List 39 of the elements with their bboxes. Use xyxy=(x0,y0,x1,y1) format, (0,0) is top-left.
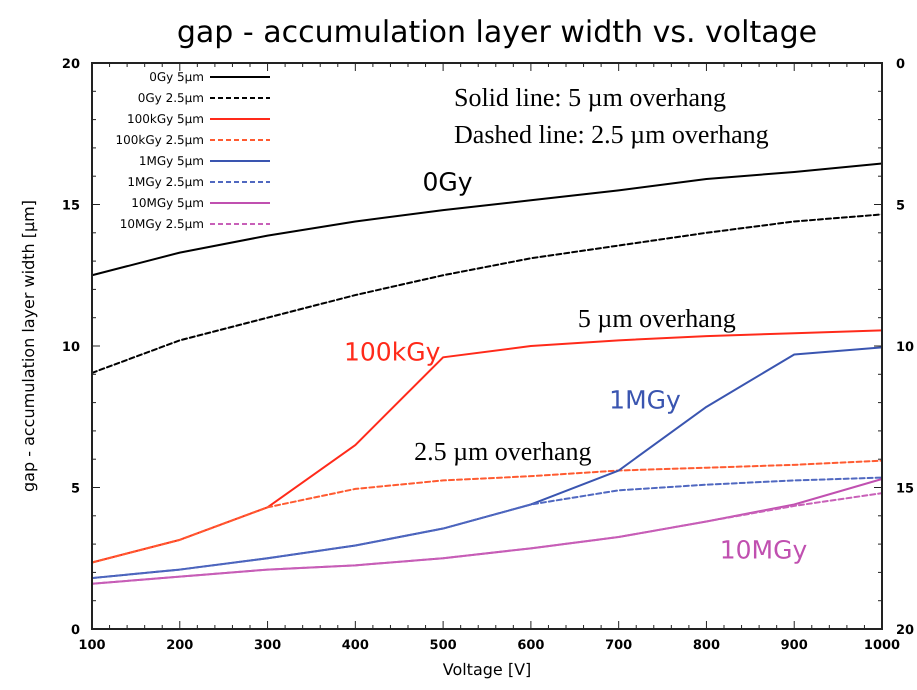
y2-tick-label: 10 xyxy=(896,340,914,355)
x-tick-label: 700 xyxy=(605,638,632,653)
x-axis-title: Voltage [V] xyxy=(442,660,532,679)
y2-tick-label: 20 xyxy=(896,623,914,638)
y2-tick-label: 5 xyxy=(896,198,906,214)
x-tick-label: 900 xyxy=(780,638,808,653)
x-tick-label: 500 xyxy=(430,638,457,653)
chart-title: gap - accumulation layer width vs. voltage xyxy=(176,15,818,50)
legend-label: 1MGy 2.5µm xyxy=(127,175,204,189)
annotation: Dashed line: 2.5 µm overhang xyxy=(454,120,769,149)
legend-label: 10MGy 2.5µm xyxy=(120,217,204,231)
x-tick-label: 400 xyxy=(342,638,369,653)
legend-label: 10MGy 5µm xyxy=(131,196,204,210)
annotation: 100kGy xyxy=(344,337,441,366)
y-tick-label: 15 xyxy=(62,198,80,214)
y-tick-label: 20 xyxy=(62,57,80,72)
annotation: 2.5 µm overhang xyxy=(414,436,592,466)
y-axis-title: gap - accumulation layer width [µm] xyxy=(19,200,38,492)
annotation: 10MGy xyxy=(720,536,808,565)
legend-label: 0Gy 5µm xyxy=(149,70,204,84)
x-tick-label: 800 xyxy=(692,638,720,653)
annotation: 0Gy xyxy=(422,168,473,197)
x-tick-label: 1000 xyxy=(864,638,900,653)
annotation: 1MGy xyxy=(609,386,682,415)
x-tick-label: 100 xyxy=(78,638,106,653)
x-tick-label: 300 xyxy=(254,638,282,653)
y-tick-label: 10 xyxy=(62,340,80,355)
annotation: Solid line: 5 µm overhang xyxy=(454,83,726,112)
y-tick-label: 0 xyxy=(70,623,80,638)
y2-tick-label: 15 xyxy=(896,482,914,496)
legend-label: 100kGy 5µm xyxy=(126,112,204,126)
legend-label: 100kGy 2.5µm xyxy=(116,133,204,147)
x-tick-label: 600 xyxy=(517,638,544,653)
y2-tick-label: 0 xyxy=(896,57,906,72)
x-tick-label: 200 xyxy=(166,638,194,653)
legend-label: 1MGy 5µm xyxy=(138,154,204,168)
legend-label: 0Gy 2.5µm xyxy=(138,91,204,105)
annotation: 5 µm overhang xyxy=(578,304,736,333)
y-tick-label: 5 xyxy=(70,482,80,496)
